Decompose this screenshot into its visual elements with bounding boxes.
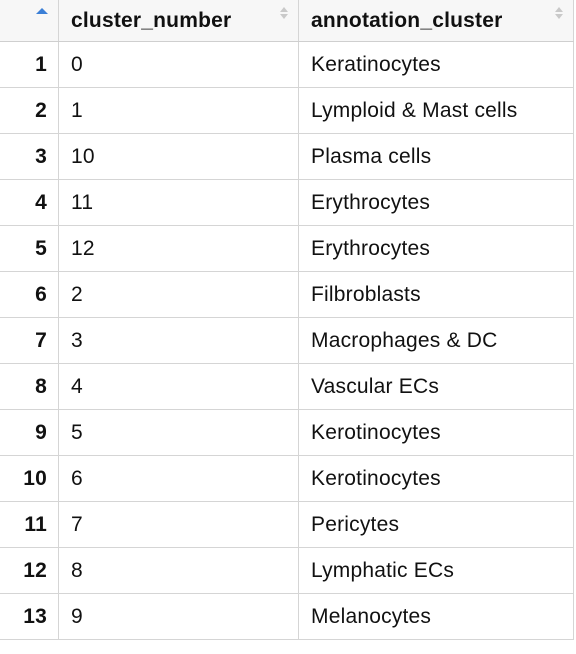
sort-ascending-icon[interactable]	[36, 8, 48, 14]
cluster-number-cell[interactable]: 1	[59, 88, 299, 133]
annotation-cluster-cell[interactable]: Lymphatic ECs	[299, 548, 574, 593]
table-row[interactable]: 11 7 Pericytes	[0, 502, 574, 548]
annotation-cluster-cell[interactable]: Filbroblasts	[299, 272, 574, 317]
sort-icon[interactable]	[555, 6, 563, 19]
annotation-cluster-cell[interactable]: Lymploid & Mast cells	[299, 88, 574, 133]
annotation-cluster-cell[interactable]: Erythrocytes	[299, 180, 574, 225]
row-index: 12	[0, 548, 59, 593]
cluster-number-cell[interactable]: 6	[59, 456, 299, 501]
table-row[interactable]: 7 3 Macrophages & DC	[0, 318, 574, 364]
table-row[interactable]: 9 5 Kerotinocytes	[0, 410, 574, 456]
annotation-cluster-cell[interactable]: Keratinocytes	[299, 42, 574, 87]
row-index: 10	[0, 456, 59, 501]
annotation-cluster-cell[interactable]: Pericytes	[299, 502, 574, 547]
header-cluster-number[interactable]: cluster_number	[59, 0, 299, 41]
table-row[interactable]: 3 10 Plasma cells	[0, 134, 574, 180]
annotation-cluster-cell[interactable]: Vascular ECs	[299, 364, 574, 409]
table-header-row: cluster_number annotation_cluster	[0, 0, 574, 42]
table-row[interactable]: 6 2 Filbroblasts	[0, 272, 574, 318]
annotation-cluster-cell[interactable]: Kerotinocytes	[299, 456, 574, 501]
header-row-index[interactable]	[0, 0, 59, 41]
cluster-number-cell[interactable]: 12	[59, 226, 299, 271]
row-index: 6	[0, 272, 59, 317]
cluster-number-cell[interactable]: 10	[59, 134, 299, 179]
header-label: cluster_number	[71, 8, 232, 32]
cluster-number-cell[interactable]: 2	[59, 272, 299, 317]
header-label: annotation_cluster	[311, 8, 503, 32]
row-index: 1	[0, 42, 59, 87]
sort-icon[interactable]	[280, 6, 288, 19]
row-index: 11	[0, 502, 59, 547]
annotation-cluster-cell[interactable]: Macrophages & DC	[299, 318, 574, 363]
table-row[interactable]: 2 1 Lymploid & Mast cells	[0, 88, 574, 134]
cluster-number-cell[interactable]: 3	[59, 318, 299, 363]
data-table: cluster_number annotation_cluster 1 0 Kera…	[0, 0, 574, 640]
cluster-number-cell[interactable]: 9	[59, 594, 299, 639]
table-row[interactable]: 5 12 Erythrocytes	[0, 226, 574, 272]
row-index: 5	[0, 226, 59, 271]
row-index: 9	[0, 410, 59, 455]
cluster-number-cell[interactable]: 8	[59, 548, 299, 593]
table-row[interactable]: 8 4 Vascular ECs	[0, 364, 574, 410]
row-index: 2	[0, 88, 59, 133]
annotation-cluster-cell[interactable]: Erythrocytes	[299, 226, 574, 271]
table-row[interactable]: 12 8 Lymphatic ECs	[0, 548, 574, 594]
cluster-number-cell[interactable]: 5	[59, 410, 299, 455]
cluster-number-cell[interactable]: 7	[59, 502, 299, 547]
table-row[interactable]: 4 11 Erythrocytes	[0, 180, 574, 226]
annotation-cluster-cell[interactable]: Kerotinocytes	[299, 410, 574, 455]
table-row[interactable]: 13 9 Melanocytes	[0, 594, 574, 640]
table-row[interactable]: 10 6 Kerotinocytes	[0, 456, 574, 502]
header-annotation-cluster[interactable]: annotation_cluster	[299, 0, 574, 41]
cluster-number-cell[interactable]: 4	[59, 364, 299, 409]
row-index: 3	[0, 134, 59, 179]
row-index: 4	[0, 180, 59, 225]
annotation-cluster-cell[interactable]: Plasma cells	[299, 134, 574, 179]
cluster-number-cell[interactable]: 11	[59, 180, 299, 225]
row-index: 8	[0, 364, 59, 409]
table-body: 1 0 Keratinocytes 2 1 Lymploid & Mast cells 3 1…	[0, 42, 574, 640]
row-index: 13	[0, 594, 59, 639]
table-row[interactable]: 1 0 Keratinocytes	[0, 42, 574, 88]
cluster-number-cell[interactable]: 0	[59, 42, 299, 87]
row-index: 7	[0, 318, 59, 363]
annotation-cluster-cell[interactable]: Melanocytes	[299, 594, 574, 639]
